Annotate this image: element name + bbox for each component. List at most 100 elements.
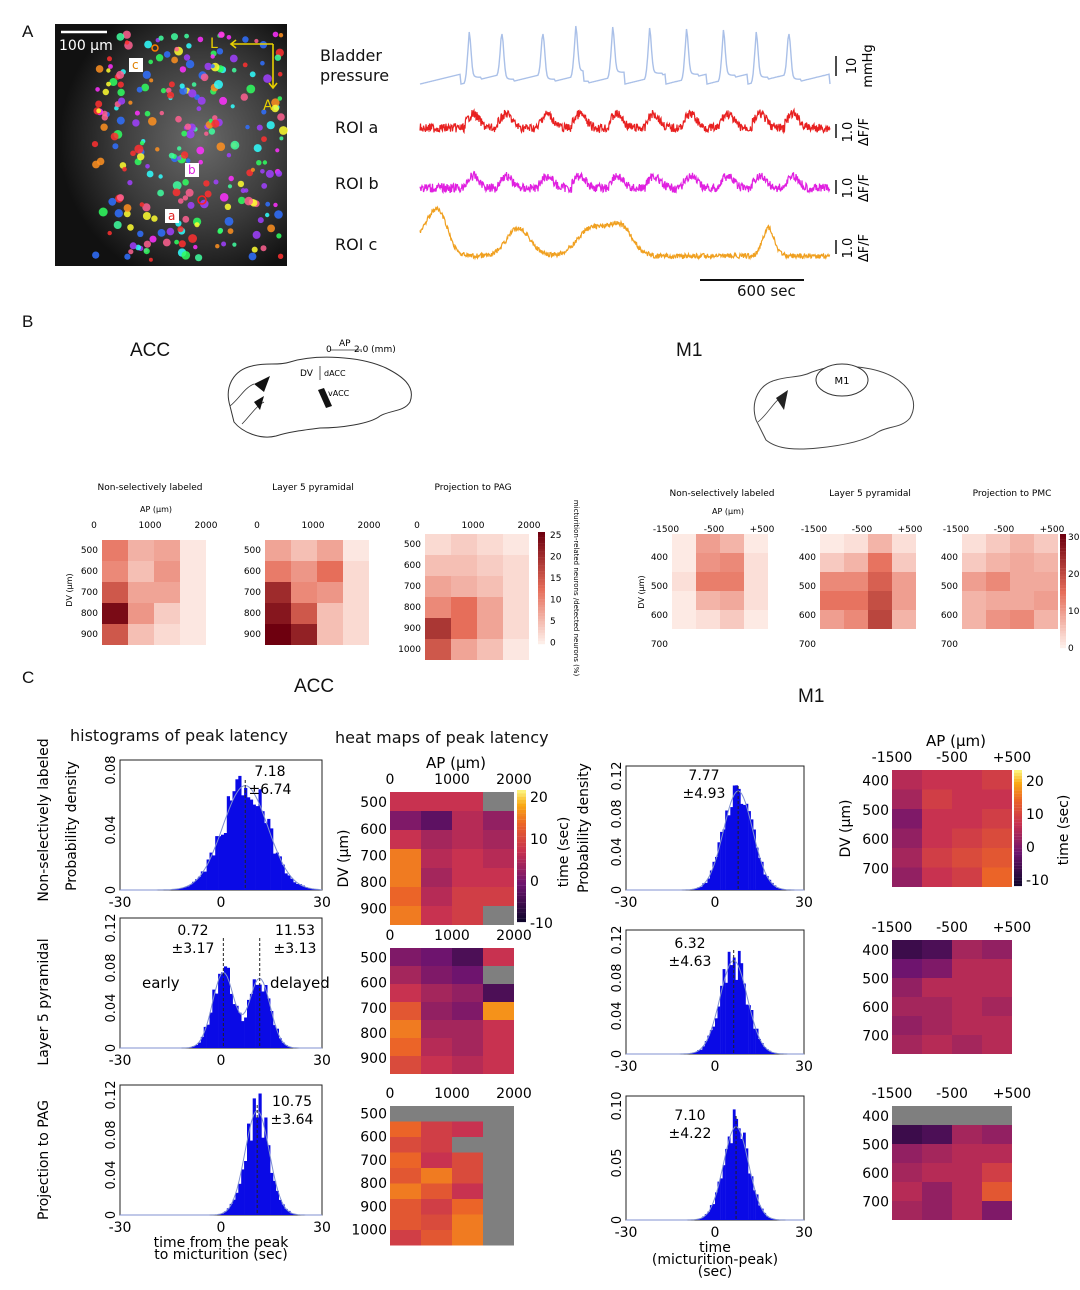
- heat-cell: [868, 610, 892, 629]
- latency-cell: [922, 828, 952, 848]
- hist-bar: [180, 888, 184, 890]
- m1-colorbar-cell: [1060, 642, 1066, 646]
- roi-dot: [216, 142, 226, 151]
- two-photon-image: 100 μm L A c b a: [55, 24, 288, 266]
- latency-cell: [421, 1056, 452, 1074]
- acc-colorbar-cell: [538, 588, 545, 591]
- m1-ylabel: Probability density: [576, 763, 592, 893]
- sd-annotation: ±4.93: [683, 786, 726, 802]
- roi-dot: [159, 110, 164, 116]
- hist-bar: [712, 1204, 716, 1220]
- m1-latency-colorbar-cell: [1014, 883, 1022, 887]
- hist-bar: [252, 804, 256, 890]
- acc-map-ytick: 500: [404, 540, 421, 550]
- heat-cell: [672, 553, 696, 572]
- latency-cell: [952, 770, 982, 790]
- roi-dot: [123, 204, 132, 212]
- row-label: Projection to PAG: [36, 1100, 52, 1220]
- hist-xtick: 30: [795, 1225, 813, 1241]
- roi-dot: [91, 141, 99, 148]
- hist-bar: [310, 888, 314, 890]
- latency-cell: [982, 1016, 1012, 1035]
- roi-dot: [124, 253, 131, 260]
- hist-bar: [223, 1211, 228, 1215]
- acc-diagram-dacc: dACC: [324, 369, 346, 378]
- m1-cbar-tick: 20: [1068, 570, 1080, 580]
- roi-dot: [229, 54, 238, 63]
- m1-map-xtick: +500: [1040, 525, 1065, 535]
- heat-cell: [265, 624, 291, 645]
- latency-cell: [922, 1201, 952, 1220]
- latency-cell: [892, 1163, 922, 1182]
- roi-dot: [182, 215, 190, 223]
- acc-dv-label: DV (μm): [65, 573, 74, 606]
- hist-bar: [218, 836, 222, 890]
- acc-colorbar-cell: [538, 562, 545, 566]
- latency-cell: [892, 770, 922, 790]
- m1-latency-colorbar-cell: [1014, 813, 1022, 817]
- hist-bar: [743, 804, 746, 890]
- hist-bar: [209, 1012, 213, 1048]
- latency-dv-label: DV (μm): [838, 799, 854, 857]
- roi-dot: [122, 166, 127, 172]
- hist-bar: [255, 984, 259, 1048]
- hist-bar: [221, 834, 225, 890]
- latency-cell: [390, 1056, 421, 1074]
- m1-latency-cbar-tick: 0: [1026, 840, 1035, 856]
- heat-cell: [672, 572, 696, 591]
- latency-cell: [452, 1199, 483, 1215]
- latency-cell: [421, 849, 452, 868]
- panel-letter-c: C: [22, 668, 35, 687]
- acc-colorbar-cell: [538, 638, 545, 642]
- hist-ytick: 0.08: [610, 964, 625, 993]
- latency-ytick: 400: [862, 1109, 889, 1125]
- acc-cbar-tick: 10: [550, 596, 562, 606]
- hist-bar: [249, 799, 254, 890]
- roi-dot: [179, 66, 187, 73]
- roi-dot: [244, 188, 249, 193]
- roi-dot: [142, 212, 151, 220]
- acc-map-title: Layer 5 pyramidal: [272, 483, 354, 493]
- m1-map-xtick: -500: [852, 525, 873, 535]
- acc-colorbar-cell: [538, 571, 545, 575]
- roi-c-marker: [151, 44, 159, 52]
- heat-cell: [154, 561, 180, 582]
- latency-colorbar-cell: [517, 790, 526, 794]
- roi-dot: [266, 121, 275, 130]
- roi-dot: [238, 196, 246, 205]
- latency-cell: [421, 1183, 452, 1199]
- latency-cell: [892, 828, 922, 848]
- hist-bar: [235, 1005, 239, 1048]
- m1-map-ytick: 700: [799, 640, 816, 650]
- hist-bar: [753, 829, 756, 890]
- m1-map-xtick: -1500: [943, 525, 969, 535]
- roi-dot: [214, 80, 223, 89]
- orient-l-label: L: [210, 36, 218, 52]
- m1-map-ytick: 600: [651, 611, 668, 621]
- acc-colorbar-cell: [538, 540, 545, 544]
- hist-bar: [203, 1026, 207, 1048]
- latency-cell: [483, 984, 514, 1002]
- roi-dot: [177, 146, 182, 151]
- roi-dot: [177, 156, 182, 161]
- acc-map-title: Projection to PAG: [434, 483, 511, 493]
- sd-annotation: ±4.22: [669, 1126, 712, 1142]
- hist-bar: [697, 1219, 700, 1220]
- roi-dot: [191, 82, 197, 87]
- heat-cell: [180, 540, 206, 561]
- latency-cell: [892, 940, 922, 959]
- hist-bar: [252, 1098, 256, 1215]
- m1-colorbar-cell: [1060, 545, 1066, 549]
- hist-bar: [244, 1161, 248, 1215]
- hist-bar: [232, 1004, 236, 1048]
- roi-b-letter: b: [188, 163, 196, 177]
- latency-colorbar-cell: [517, 803, 526, 807]
- hist-bar: [722, 969, 726, 1054]
- roi-dot: [185, 60, 195, 69]
- hist-bar: [730, 1143, 734, 1220]
- heat-cell: [291, 624, 317, 645]
- m1-colorbar-cell: [1060, 534, 1066, 537]
- latency-colorbar-cell: [517, 892, 526, 896]
- hist-bar: [730, 965, 734, 1054]
- acc-map-ytick: 600: [244, 567, 261, 577]
